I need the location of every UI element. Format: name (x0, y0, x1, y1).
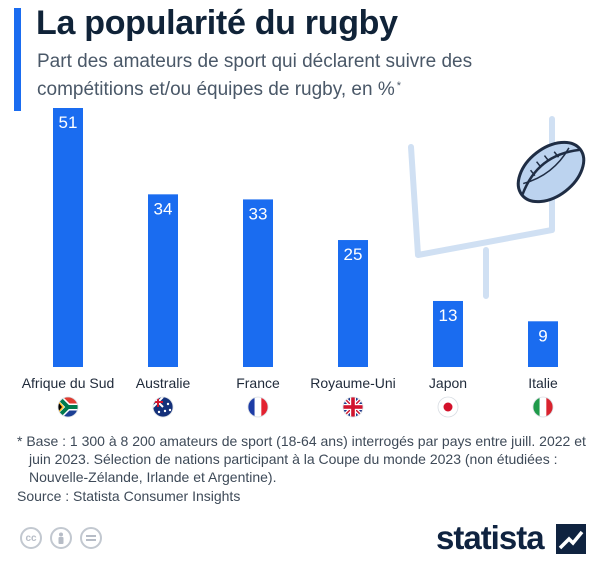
bar-australie (148, 194, 178, 367)
france-flag-icon (247, 396, 269, 418)
bar-chart: 51 Afrique du Sud 34 Australie 33 France 25 Roy… (22, 108, 586, 418)
bar-royaume-uni (338, 240, 368, 367)
bar-japon (433, 300, 463, 367)
chart-subtitle: Part des amateurs de sport qui déclarent… (37, 49, 537, 102)
statista-logo-icon[interactable] (556, 524, 586, 554)
category-label: France (236, 375, 280, 391)
title-accent-bar (14, 8, 21, 111)
license-icons: cc (20, 527, 102, 549)
united-kingdom-flag-icon (342, 396, 364, 418)
chart-title: La popularité du rugby (36, 4, 398, 42)
footnote-text: * Base : 1 300 à 8 200 amateurs de sport… (17, 433, 586, 485)
category-label: Royaume-Uni (310, 375, 396, 391)
japan-flag-icon (437, 396, 459, 418)
italy-flag-icon (532, 396, 554, 418)
bar-afrique-du-sud (53, 108, 83, 367)
bar-france (243, 199, 273, 367)
bar-italie (528, 321, 558, 367)
rugby-goal-decoration (408, 116, 586, 299)
bar-value-label: 34 (154, 199, 173, 218)
bar-value-label: 51 (59, 113, 78, 132)
rugby-goal-post-icon (408, 116, 555, 299)
bar-value-label: 9 (538, 326, 547, 345)
category-label: Italie (528, 375, 558, 391)
australia-flag-icon (152, 396, 174, 418)
by-license-icon (50, 527, 72, 549)
source-line: Source : Statista Consumer Insights (17, 488, 241, 504)
bar-value-label: 13 (439, 306, 458, 325)
bar-value-label: 25 (344, 245, 363, 264)
category-label: Afrique du Sud (22, 375, 115, 391)
cc-license-icon: cc (20, 527, 42, 549)
statista-logo-text[interactable]: statista (436, 519, 545, 556)
category-label: Japon (429, 375, 467, 391)
category-label: Australie (136, 375, 191, 391)
rugby-ball-icon (516, 140, 586, 204)
nd-license-icon (80, 527, 102, 549)
bars-layer: 51 Afrique du Sud 34 Australie 33 France 25 Roy… (22, 108, 558, 418)
subtitle-text: Part des amateurs de sport qui déclarent… (37, 51, 473, 100)
footnote-block: * Base : 1 300 à 8 200 amateurs de sport… (17, 432, 587, 505)
bar-value-label: 33 (249, 204, 268, 223)
south-africa-flag-icon (57, 396, 79, 418)
subtitle-footnote-mark: * (396, 80, 401, 92)
